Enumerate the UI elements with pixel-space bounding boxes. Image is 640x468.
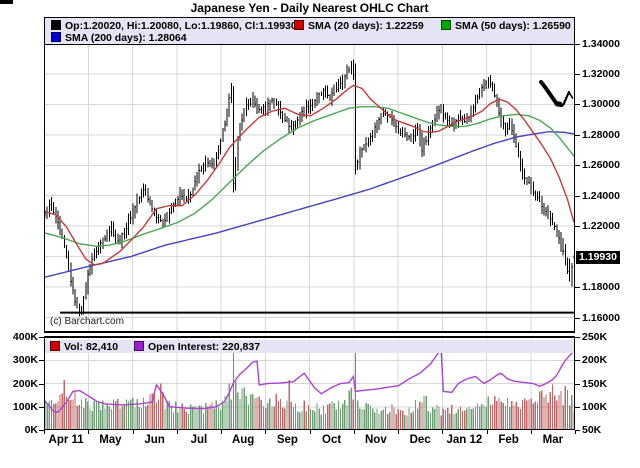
- main-price-plot[interactable]: Op:1.20020, Hi:1.20080, Lo:1.19860, Cl:1…: [44, 17, 575, 333]
- month-tick: [442, 430, 444, 434]
- month-label: Jun: [144, 434, 165, 446]
- volume-chart-canvas: [44, 336, 575, 430]
- price-tick-dash: [575, 317, 580, 319]
- oi-tick-dash: [575, 383, 580, 385]
- legend-ohlc: Op:1.20020, Hi:1.20080, Lo:1.19860, Cl:1…: [51, 20, 297, 32]
- volume-left-tick-label: 300K: [12, 354, 38, 367]
- volume-tick-dash: [39, 337, 44, 338]
- price-tick-dash: [575, 43, 580, 45]
- month-label: Sep: [276, 434, 298, 446]
- sma20-swatch-icon: [294, 20, 304, 30]
- price-tick-label: 1.30000: [582, 98, 620, 111]
- ohlc-legend-box: Op:1.20020, Hi:1.20080, Lo:1.19860, Cl:1…: [45, 18, 574, 45]
- price-tick-dash: [575, 226, 580, 228]
- month-tick: [486, 430, 488, 434]
- month-label: Nov: [365, 434, 387, 446]
- corner-artifact: [0, 0, 13, 4]
- price-tick-label: 1.32000: [582, 67, 620, 80]
- volume-left-tick-label: 100K: [12, 400, 38, 413]
- sma200-swatch-icon: [51, 32, 61, 42]
- open-interest-swatch-icon: [134, 341, 144, 351]
- month-label: Feb: [498, 434, 519, 446]
- month-tick: [176, 430, 178, 434]
- price-tick-dash: [575, 287, 580, 289]
- oi-tick-dash: [575, 337, 580, 338]
- month-tick: [221, 430, 222, 434]
- legend-sma50: SMA (50 days): 1.26590: [441, 20, 571, 32]
- price-tick-label: 1.24000: [582, 189, 620, 202]
- price-tick-label: 1.18000: [582, 281, 620, 294]
- price-tick-label: 1.26000: [582, 159, 620, 172]
- oi-right-tick-label: 150K: [582, 377, 608, 390]
- price-tick-label: 1.34000: [582, 37, 620, 50]
- legend-volume: Vol: 82,410: [50, 341, 118, 353]
- barchart-watermark: (c) Barchart.com: [50, 316, 124, 327]
- volume-legend-strip: [45, 340, 574, 353]
- month-tick: [309, 430, 311, 434]
- month-tick: [88, 430, 90, 434]
- month-tick: [132, 430, 134, 434]
- month-label: Oct: [322, 434, 342, 446]
- price-tick-label: 1.16000: [582, 311, 620, 324]
- ohlc-swatch-icon: [51, 20, 61, 30]
- price-tick-label: 1.28000: [582, 128, 620, 141]
- month-tick: [44, 430, 45, 434]
- legend-sma20: SMA (20 days): 1.22259: [294, 20, 424, 32]
- price-tick-dash: [575, 134, 580, 136]
- oi-right-tick-label: 50K: [582, 424, 602, 436]
- month-label: Mar: [542, 434, 564, 446]
- month-label: Apr 11: [48, 434, 84, 446]
- oi-tick-dash: [575, 406, 580, 408]
- month-tick: [265, 430, 267, 434]
- price-tick-dash: [575, 104, 580, 106]
- oi-right-tick-label: 200K: [582, 354, 608, 367]
- month-tick: [353, 430, 355, 434]
- month-label: Aug: [231, 434, 255, 446]
- month-tick: [398, 430, 399, 434]
- price-chart-canvas: [44, 17, 575, 333]
- volume-left-tick-label: 200K: [12, 377, 38, 390]
- legend-open-interest: Open Interest: 220,837: [134, 341, 260, 353]
- price-tick-dash: [575, 195, 580, 197]
- month-tick: [575, 430, 576, 434]
- legend-sma200: SMA (200 days): 1.28064: [51, 32, 187, 44]
- oi-tick-dash: [575, 430, 580, 431]
- month-label: Dec: [409, 434, 431, 446]
- volume-tick-dash: [39, 383, 44, 385]
- sma50-swatch-icon: [441, 20, 451, 30]
- oi-right-tick-label: 100K: [582, 400, 608, 413]
- month-label: Jan 12: [446, 434, 483, 446]
- price-tick-dash: [575, 73, 580, 75]
- volume-left-tick-label: 400K: [12, 331, 38, 343]
- volume-tick-dash: [39, 360, 44, 362]
- price-tick-label: 1.22000: [582, 220, 620, 233]
- volume-swatch-icon: [50, 341, 60, 351]
- volume-left-tick-label: 0K: [24, 424, 38, 436]
- chart-title: Japanese Yen - Daily Nearest OHLC Chart: [190, 1, 429, 15]
- volume-tick-dash: [39, 406, 44, 408]
- month-label: Jul: [190, 434, 208, 446]
- last-price-tag: 1.19930: [576, 251, 620, 264]
- oi-right-tick-label: 250K: [582, 331, 608, 343]
- month-label: May: [99, 434, 122, 446]
- month-tick: [530, 430, 532, 434]
- volume-tick-dash: [39, 430, 44, 431]
- oi-tick-dash: [575, 360, 580, 362]
- volume-plot[interactable]: Vol: 82,410 Open Interest: 220,837: [44, 336, 575, 430]
- price-tick-dash: [575, 165, 580, 167]
